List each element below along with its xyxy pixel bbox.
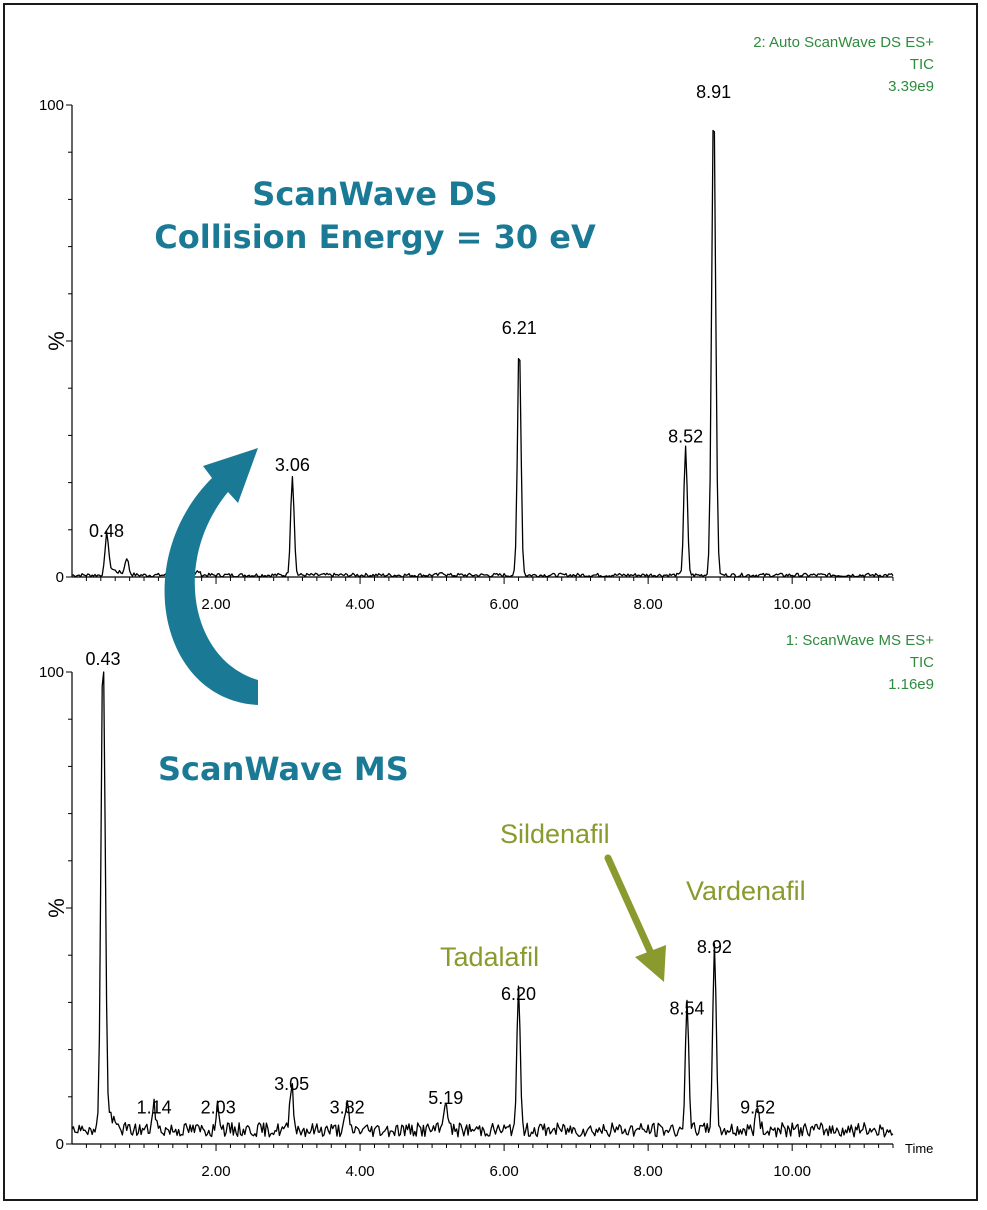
y-axis-label: % [44,331,69,351]
figure-frame [3,3,978,1201]
tadalafil-label: Tadalafil [440,942,539,972]
peak-label: 3.82 [330,1097,365,1117]
x-tick-label: 2.00 [201,596,230,613]
trace-header-line: 2: Auto ScanWave DS ES+ [753,34,934,51]
x-tick-label: 10.00 [773,596,811,613]
trace-header-line: 3.39e9 [888,78,934,95]
x-tick-label: 10.00 [773,1163,811,1180]
x-axis-label: Time [905,1141,933,1156]
x-tick-label: 4.00 [345,1163,374,1180]
sildenafil-arrow-icon [604,854,666,982]
peak-label: 3.06 [275,455,310,475]
x-tick-label: 8.00 [634,1163,663,1180]
y-axis-label: % [44,898,69,918]
peak-label: 5.19 [428,1088,463,1108]
vardenafil-label: Vardenafil [686,876,806,906]
x-tick-label: 6.00 [490,596,519,613]
ds-title-line1: ScanWave DS [252,175,497,213]
peak-label: 8.92 [697,937,732,957]
chromatogram-trace [71,129,894,578]
x-tick-label: 4.00 [345,596,374,613]
peak-label: 8.91 [696,82,731,102]
ds-chromatogram: 0 100% 2.00 4.00 6.00 8.00 10.00 2: Auto ScanWa… [39,34,934,613]
y-tick-label: 0 [56,569,64,586]
trace-header-line: TIC [910,56,934,73]
curved-arrow-icon [164,448,258,705]
ds-title-line2: Collision Energy = 30 eV [154,218,596,256]
y-tick-label: 0 [56,1136,64,1153]
y-tick-label: 100 [39,664,64,681]
x-tick-label: 6.00 [490,1163,519,1180]
trace-header-line: 1: ScanWave MS ES+ [786,632,934,649]
peak-label: 6.21 [502,318,537,338]
x-tick-label: 8.00 [634,596,663,613]
ms-title: ScanWave MS [158,750,409,788]
peak-label: 8.52 [668,427,703,447]
ms-chromatogram: 0 100% 2.00 4.00 6.00 8.00 10.00 Time 1: ScanWav… [39,632,934,1180]
peak-label: 2.03 [201,1097,236,1117]
peak-label: 8.54 [670,998,705,1018]
peak-label: 0.48 [89,521,124,541]
x-tick-label: 2.00 [201,1163,230,1180]
peak-label: 0.43 [85,649,120,669]
y-tick-label: 100 [39,97,64,114]
trace-header-line: TIC [910,654,934,671]
peak-label: 1.14 [137,1097,172,1117]
chromatogram-trace [71,671,894,1138]
sildenafil-label: Sildenafil [500,819,610,849]
peak-label: 6.20 [501,984,536,1004]
peak-label: 9.52 [740,1097,775,1117]
trace-header-line: 1.16e9 [888,676,934,693]
peak-label: 3.05 [274,1074,309,1094]
